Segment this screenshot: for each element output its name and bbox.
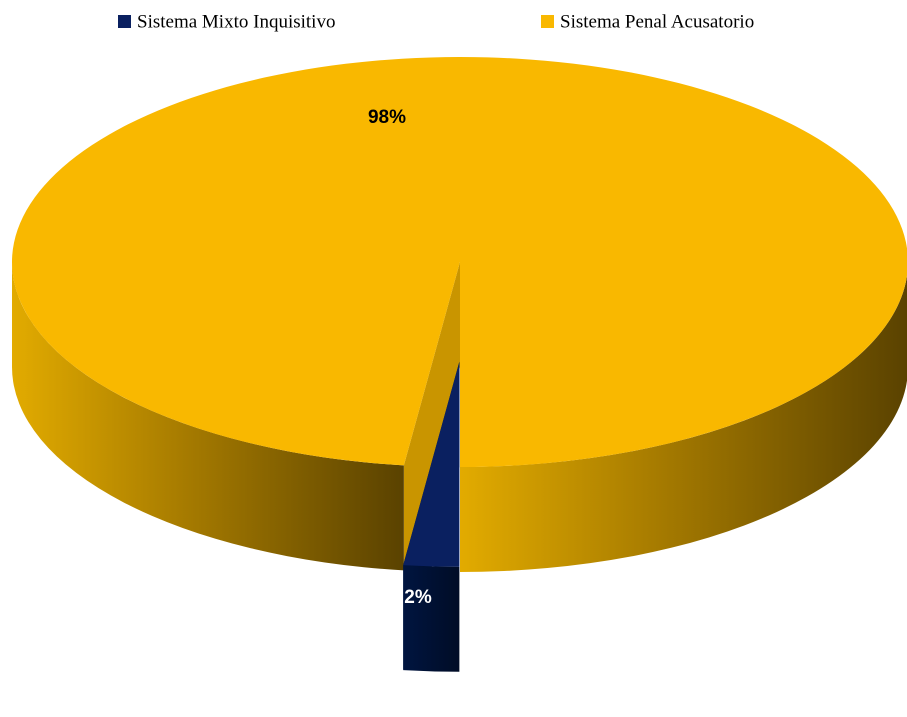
legend-swatch [118,15,131,28]
legend-swatch [541,15,554,28]
legend-label: Sistema Mixto Inquisitivo [137,11,335,32]
value-label: 98% [368,107,406,128]
value-label: 2% [404,587,432,608]
legend-label: Sistema Penal Acusatorio [560,11,754,32]
slice-cut-face [403,262,460,571]
slice-side [12,262,404,571]
slice-side [460,275,907,572]
slice-side [403,565,460,672]
slice-top [11,57,907,467]
slice-top [403,361,460,567]
